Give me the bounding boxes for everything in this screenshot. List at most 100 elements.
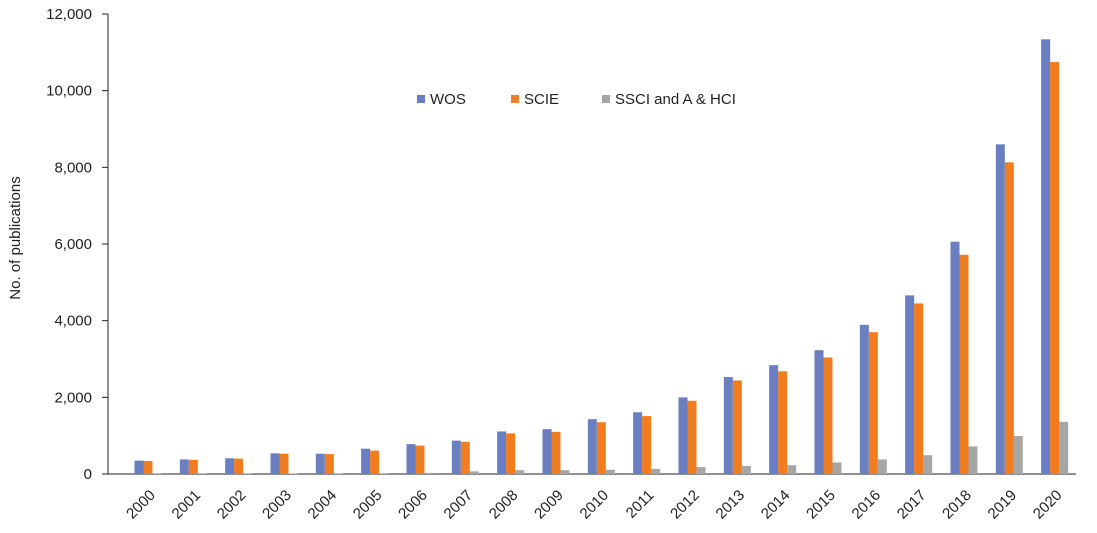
bar-wos-2009 [542,429,552,474]
bar-wos-2004 [315,453,325,474]
bar-scie-2001 [188,459,198,474]
x-tick-label: 2018 [939,487,975,523]
bar-scie-2000 [143,460,153,474]
bar-wos-2000 [134,460,144,474]
bar-wos-2013 [723,377,733,474]
bar-scie-2004 [324,454,334,474]
bar-ssci-and-a-hci-2012 [696,467,706,474]
legend-label: SCIE [524,91,559,108]
x-tick-label: 2005 [350,487,386,523]
bar-wos-2001 [179,459,189,474]
bar-ssci-and-a-hci-2015 [832,462,842,474]
x-tick-label: 2014 [758,487,794,523]
bar-scie-2006 [415,445,425,474]
bar-ssci-and-a-hci-2018 [968,446,978,474]
bar-scie-2005 [370,450,380,474]
bar-scie-2016 [868,332,878,474]
y-tick-label: 6,000 [54,236,92,253]
bar-wos-2020 [1041,39,1051,475]
bar-wos-2017 [905,295,915,474]
legend-label: WOS [430,91,466,108]
bar-ssci-and-a-hci-2014 [787,465,797,474]
bar-scie-2018 [959,254,969,474]
bar-scie-2002 [234,458,244,474]
y-axis-label: No. of publications [7,176,24,299]
x-tick-label: 2013 [713,487,749,523]
bar-ssci-and-a-hci-2006 [424,472,434,474]
bar-ssci-and-a-hci-2005 [379,473,389,474]
bar-wos-2002 [225,458,235,474]
legend-swatch [602,95,610,103]
bar-series-group [134,39,1069,475]
x-tick-label: 2019 [985,487,1021,523]
bar-scie-2008 [506,433,516,474]
bar-ssci-and-a-hci-2007 [469,471,479,474]
bar-ssci-and-a-hci-2020 [1059,421,1069,474]
bar-ssci-and-a-hci-2017 [923,455,933,474]
legend-swatch [511,95,519,103]
y-tick-label: 12,000 [46,6,92,23]
legend-label: SSCI and A & HCI [615,91,736,108]
bar-ssci-and-a-hci-2004 [333,473,343,474]
x-tick-label: 2015 [803,487,839,523]
y-tick-label: 0 [84,466,92,483]
y-tick-label: 10,000 [46,83,92,100]
bar-scie-2019 [1004,162,1014,474]
bar-wos-2005 [361,448,371,474]
bar-scie-2012 [687,400,697,474]
bar-ssci-and-a-hci-2016 [877,459,887,474]
x-tick-label: 2008 [486,487,522,523]
bar-ssci-and-a-hci-2011 [651,469,661,474]
bar-wos-2008 [497,431,507,474]
bar-ssci-and-a-hci-2013 [741,465,751,474]
bar-scie-2009 [551,431,561,474]
bar-scie-2014 [778,371,788,474]
bar-wos-2006 [406,444,416,474]
x-tick-label: 2001 [169,487,205,523]
y-axis-ticks: 0 2,000 4,000 6,000 8,000 10,000 12,000 [46,6,108,483]
bar-ssci-and-a-hci-2010 [605,469,615,474]
bar-scie-2013 [732,380,742,474]
bar-scie-2020 [1050,61,1060,475]
bar-wos-2015 [814,350,824,474]
x-tick-label: 2006 [395,487,431,523]
bar-wos-2007 [451,440,461,474]
legend-swatch [417,95,425,103]
bar-scie-2017 [914,303,924,474]
y-tick-label: 8,000 [54,159,92,176]
legend: WOS SCIE SSCI and A & HCI [417,91,736,108]
x-tick-label: 2003 [259,487,295,523]
bar-wos-2014 [769,365,779,474]
bar-scie-2003 [279,453,289,474]
x-tick-label: 2012 [667,487,703,523]
bar-wos-2018 [950,241,960,474]
bar-wos-2010 [587,419,597,474]
bar-ssci-and-a-hci-2008 [515,470,525,474]
x-tick-label: 2009 [531,487,567,523]
bar-scie-2015 [823,357,833,474]
y-tick-label: 4,000 [54,313,92,330]
bar-wos-2011 [633,412,643,474]
x-tick-label: 2007 [441,487,477,523]
bar-wos-2012 [678,397,688,474]
y-tick-label: 2,000 [54,389,92,406]
bar-scie-2007 [460,441,470,474]
x-tick-label: 2002 [214,487,250,523]
bar-wos-2003 [270,453,280,474]
x-tick-label: 2017 [894,487,930,523]
x-tick-label: 2011 [623,487,658,522]
bar-wos-2019 [995,144,1005,475]
x-axis-ticks: 2000 2001 2002 2003 2004 2005 2006 2007 2008 2009… [123,487,1065,523]
bar-scie-2011 [642,416,652,474]
bar-ssci-and-a-hci-2019 [1013,436,1023,474]
x-tick-label: 2016 [849,487,885,523]
x-tick-label: 2000 [123,487,159,523]
bar-wos-2016 [859,324,869,474]
x-tick-label: 2004 [305,487,341,523]
bar-scie-2010 [596,422,606,474]
x-tick-label: 2010 [577,487,613,523]
bar-ssci-and-a-hci-2009 [560,470,570,474]
x-tick-label: 2020 [1030,487,1066,523]
bar-ssci-and-a-hci-2003 [288,473,298,474]
